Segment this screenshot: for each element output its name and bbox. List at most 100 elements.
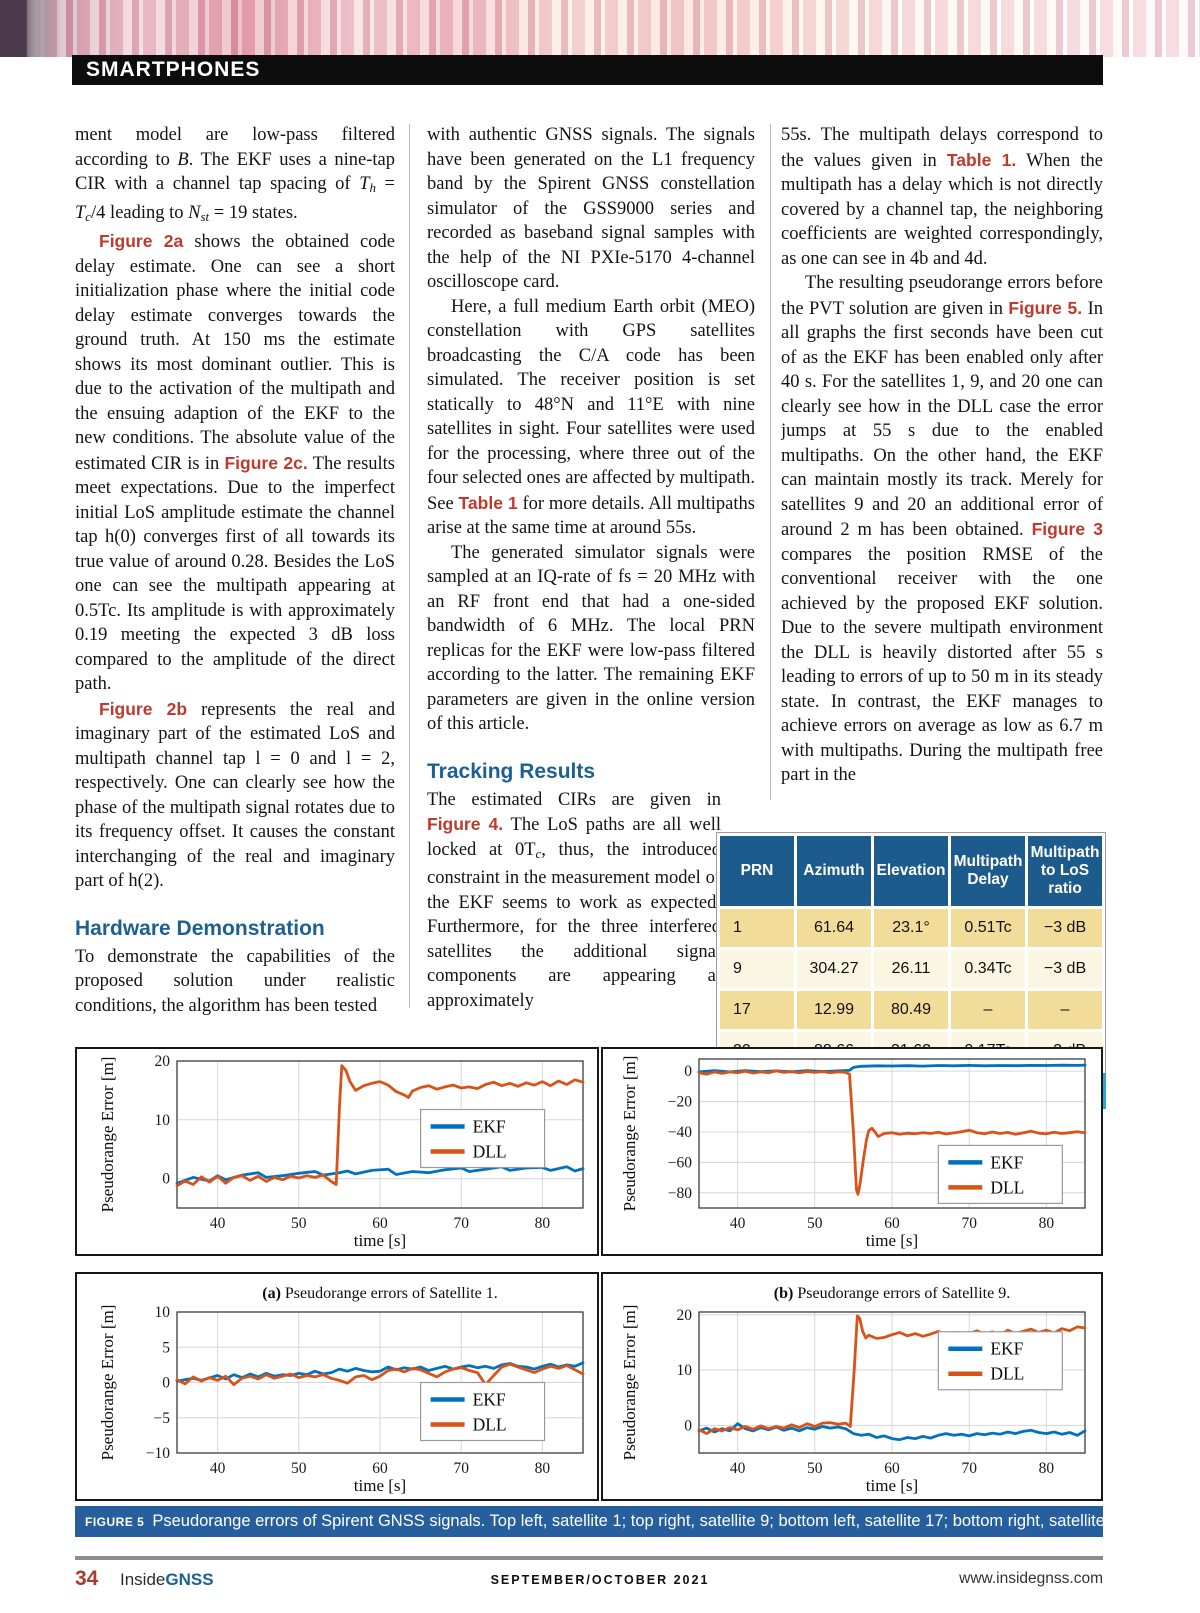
- svg-text:60: 60: [884, 1460, 900, 1477]
- svg-text:time [s]: time [s]: [866, 1476, 918, 1495]
- svg-text:5: 5: [162, 1339, 170, 1356]
- table-cell: –: [1028, 991, 1102, 1029]
- text-run: c: [535, 845, 542, 861]
- svg-text:40: 40: [730, 1460, 746, 1477]
- chart-satellite-9: 40 50 60 70 80 0 −20 −40 −60 −80 time [s] Pseudoran…: [620, 1056, 1087, 1250]
- svg-text:60: 60: [372, 1460, 388, 1477]
- table-cell: 12.99: [797, 991, 871, 1029]
- svg-text:50: 50: [291, 1215, 307, 1232]
- figure-reference: Table 1: [458, 492, 518, 513]
- text-run: h: [369, 180, 376, 196]
- svg-text:80: 80: [535, 1215, 551, 1232]
- paragraph: The estimated CIRs are given in Figure 4…: [427, 788, 721, 1014]
- svg-text:time [s]: time [s]: [354, 1231, 406, 1250]
- figure5-chart-bottom-left: 40 50 60 70 80 −10 −5 0 5 10 time [s] Pseudorange E…: [75, 1272, 599, 1501]
- svg-text:40: 40: [210, 1215, 226, 1232]
- text-run: The results meet expectations. Due to th…: [75, 453, 395, 695]
- chart-satellite-17: 40 50 60 70 80 −10 −5 0 5 10 time [s] Pseudorange E…: [98, 1285, 585, 1495]
- svg-text:70: 70: [453, 1460, 469, 1477]
- paragraph: To demonstrate the capabilities of the p…: [75, 945, 395, 1019]
- svg-text:DLL: DLL: [990, 1177, 1024, 1197]
- text-run: /4 leading to: [91, 202, 189, 223]
- text-run: 55s. The multipath delays correspond to …: [781, 125, 1103, 171]
- table-row: 17 12.99 80.49– –: [720, 991, 1102, 1029]
- paragraph: Figure 2a shows the obtained code delay …: [75, 229, 395, 697]
- svg-text:Pseudorange Error [m]: Pseudorange Error [m]: [98, 1305, 117, 1461]
- figure-caption-label: FIGURE 5: [85, 1515, 145, 1529]
- column-divider: [409, 124, 410, 1008]
- table-cell: 26.11: [874, 950, 948, 988]
- text-run: compares the position RMSE of the conven…: [781, 544, 1103, 786]
- svg-text:Pseudorange Error [m]: Pseudorange Error [m]: [98, 1057, 117, 1213]
- svg-text:−60: −60: [668, 1154, 692, 1171]
- text-run: To demonstrate the capabilities of the p…: [75, 946, 395, 1016]
- text-run: st: [200, 208, 210, 224]
- table-cell: 0.34Tc: [951, 950, 1025, 988]
- svg-text:50: 50: [807, 1460, 823, 1477]
- svg-text:DLL: DLL: [473, 1142, 507, 1162]
- figure-reference: Figure 5.: [1008, 297, 1083, 318]
- svg-text:80: 80: [1039, 1460, 1055, 1477]
- svg-text:80: 80: [1039, 1215, 1055, 1232]
- table-header-cell: Multipath Delay: [951, 836, 1025, 906]
- text-run: for more details. All multipaths arise a…: [427, 493, 755, 539]
- table-cell: 61.64: [797, 909, 871, 947]
- paragraph: Figure 2b represents the real and imagin…: [75, 697, 395, 894]
- text-run: The resulting pseudorange errors before …: [781, 273, 1103, 319]
- header-photo: [0, 0, 1200, 57]
- svg-text:(a) Pseudorange errors of Sate: (a) Pseudorange errors of Satellite 1.: [262, 1285, 497, 1302]
- text-run: T: [75, 202, 86, 223]
- table-cell: −3 dB: [1028, 950, 1102, 988]
- svg-text:80: 80: [535, 1460, 551, 1477]
- text-run: The estimated CIRs are given in: [427, 789, 721, 810]
- svg-text:0: 0: [684, 1063, 692, 1080]
- paragraph: Here, a full medium Earth orbit (MEO) co…: [427, 295, 755, 541]
- svg-text:time [s]: time [s]: [354, 1476, 406, 1495]
- text-run: N: [188, 202, 201, 223]
- text-run: ment model are low-pass filtered accordi…: [75, 125, 395, 170]
- svg-text:Pseudorange Error [m]: Pseudorange Error [m]: [620, 1305, 639, 1461]
- figure-caption-text: Pseudorange errors of Spirent GNSS signa…: [152, 1512, 1133, 1530]
- magazine-brand: InsideGNSS: [120, 1570, 214, 1589]
- section-banner-label: SMARTPHONES: [86, 58, 261, 81]
- paragraph: ment model are low-pass filtered accordi…: [75, 123, 395, 229]
- figure-caption: FIGURE 5 Pseudorange errors of Spirent GN…: [75, 1506, 1132, 1537]
- chart-satellite-1: 40 50 60 70 80 0 10 20 time [s] Pseudorange Error…: [98, 1053, 585, 1250]
- svg-text:EKF: EKF: [990, 1339, 1023, 1359]
- svg-text:10: 10: [155, 1304, 171, 1321]
- paragraph: 55s. The multipath delays correspond to …: [781, 123, 1103, 271]
- text-run: c: [85, 208, 92, 224]
- svg-text:60: 60: [372, 1215, 388, 1232]
- svg-text:50: 50: [291, 1460, 307, 1477]
- text-run: = 19 states.: [209, 202, 298, 223]
- text-run: . The EKF uses a nine-tap CIR with a cha…: [75, 149, 395, 195]
- svg-text:DLL: DLL: [473, 1415, 507, 1435]
- text-run: B: [177, 149, 189, 170]
- svg-text:0: 0: [162, 1171, 170, 1188]
- paragraph: The generated simulator signals were sam…: [427, 541, 755, 737]
- page-number: 34: [75, 1567, 99, 1590]
- text-run: When the multipath has a delay which is …: [781, 150, 1103, 269]
- svg-text:DLL: DLL: [990, 1364, 1024, 1384]
- paragraph: with authentic GNSS signals. The signals…: [427, 123, 755, 295]
- table-cell: 9: [720, 950, 794, 988]
- svg-text:−80: −80: [668, 1185, 692, 1202]
- table-cell: 80.49: [874, 991, 948, 1029]
- svg-text:(b) Pseudorange errors of Sate: (b) Pseudorange errors of Satellite 9.: [774, 1285, 1010, 1302]
- table-cell: −3 dB: [1028, 909, 1102, 947]
- column-divider: [770, 124, 771, 800]
- svg-text:−10: −10: [146, 1445, 170, 1462]
- text-run: T: [359, 174, 370, 194]
- table-cell: 0.51Tc: [951, 909, 1025, 947]
- svg-text:50: 50: [807, 1215, 823, 1232]
- section-heading: Hardware Demonstration: [75, 916, 325, 940]
- table-header-cell: PRN: [720, 836, 794, 906]
- svg-text:70: 70: [453, 1215, 469, 1232]
- table-header-cell: Elevation: [874, 836, 948, 906]
- svg-text:10: 10: [155, 1112, 171, 1129]
- table-row: 1 61.64 23.1° 0.51Tc −3 dB: [720, 909, 1102, 947]
- section-banner: SMARTPHONES: [72, 55, 1103, 85]
- table-cell: 304.27: [797, 950, 871, 988]
- figure5-chart-top-left: 40 50 60 70 80 0 10 20 time [s] Pseudorange Error…: [75, 1047, 599, 1256]
